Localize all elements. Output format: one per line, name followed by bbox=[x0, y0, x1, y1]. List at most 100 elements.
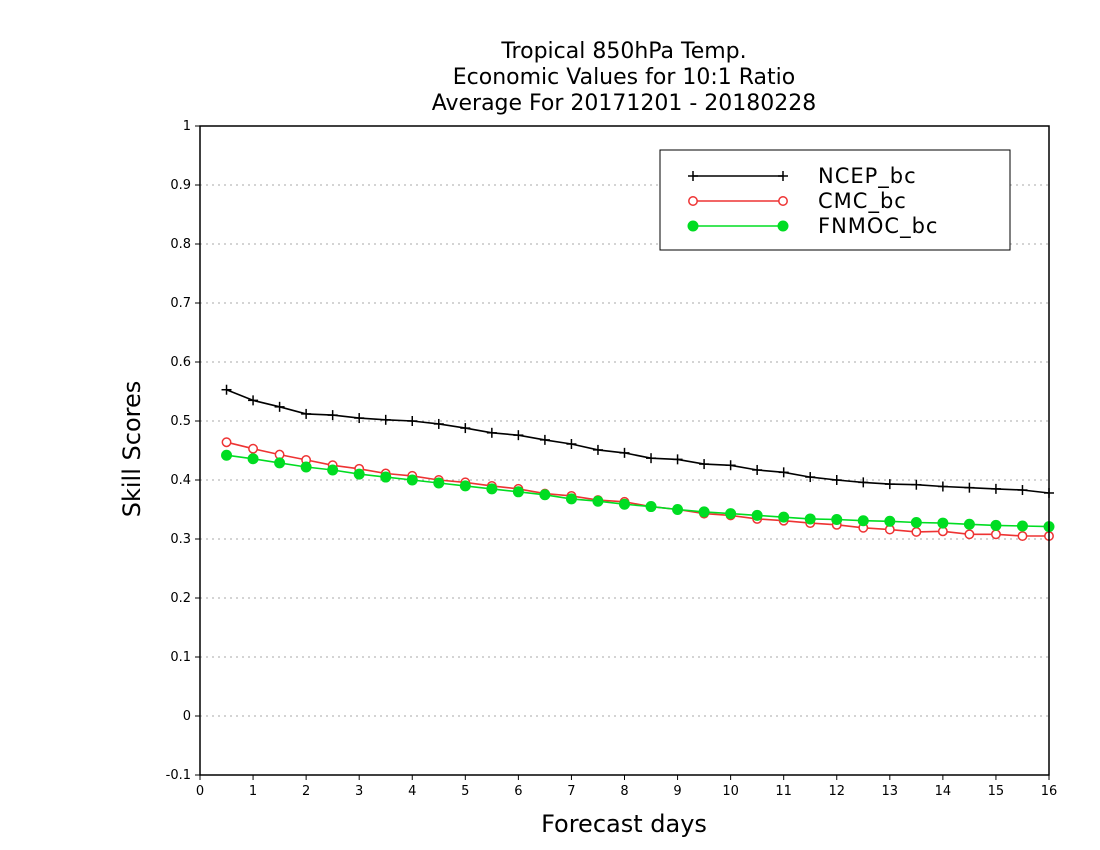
x-axis-ticks: 0 1 2 3 4 5 6 7 8 9 10 11 12 13 14 15 16 bbox=[196, 775, 1057, 799]
x-tick-label: 7 bbox=[567, 784, 575, 799]
series-ncep-bc bbox=[221, 384, 1054, 498]
data-point-ncep-bc bbox=[937, 481, 948, 492]
data-point-ncep-bc bbox=[248, 395, 259, 406]
data-point-fnmoc-bc bbox=[486, 483, 498, 495]
data-point-fnmoc-bc bbox=[380, 471, 392, 483]
data-point-fnmoc-bc bbox=[565, 493, 577, 505]
data-point-ncep-bc bbox=[990, 483, 1001, 494]
plot-frame bbox=[199, 125, 1050, 776]
legend-label: NCEP_bc bbox=[818, 164, 917, 189]
data-point-fnmoc-bc bbox=[274, 457, 286, 469]
x-tick-label: 10 bbox=[722, 784, 739, 799]
data-point-fnmoc-bc bbox=[963, 518, 975, 530]
legend-label: CMC_bc bbox=[818, 189, 907, 214]
data-point-ncep-bc bbox=[831, 475, 842, 485]
data-point-ncep-bc bbox=[301, 408, 312, 419]
title-line-3: Average For 20171201 - 20180228 bbox=[432, 91, 817, 116]
x-tick-label: 5 bbox=[461, 784, 469, 799]
x-tick-label: 3 bbox=[355, 784, 363, 799]
data-point-fnmoc-bc bbox=[619, 498, 630, 510]
data-point-cmc-bc bbox=[1017, 531, 1028, 541]
data-point-fnmoc-bc bbox=[698, 506, 710, 518]
data-point-fnmoc-bc bbox=[990, 519, 1002, 531]
data-point-ncep-bc bbox=[274, 401, 285, 412]
legend-item-fnmoc-bc: FNMOC_bc bbox=[687, 214, 938, 239]
legend-marker bbox=[688, 171, 698, 181]
data-point-ncep-bc bbox=[1017, 485, 1028, 496]
data-point-fnmoc-bc bbox=[433, 477, 445, 489]
y-tick-label: -0.1 bbox=[166, 768, 191, 783]
data-point-ncep-bc bbox=[778, 467, 789, 478]
data-point-fnmoc-bc bbox=[884, 515, 896, 527]
x-tick-label: 9 bbox=[673, 784, 681, 799]
legend-marker bbox=[778, 171, 788, 181]
data-point-ncep-bc bbox=[884, 479, 895, 490]
data-point-ncep-bc bbox=[619, 447, 630, 458]
data-point-ncep-bc bbox=[805, 472, 816, 483]
data-point-fnmoc-bc bbox=[512, 486, 524, 498]
y-axis-ticks: -0.1 0 0.1 0.2 0.3 0.4 0.5 0.6 0.7 0.8 0.9 1 bbox=[166, 119, 200, 783]
data-point-fnmoc-bc bbox=[406, 474, 418, 486]
data-point-fnmoc-bc bbox=[804, 513, 816, 525]
data-point-fnmoc-bc bbox=[592, 495, 604, 507]
data-point-cmc-bc bbox=[911, 526, 922, 537]
x-tick-label: 0 bbox=[196, 784, 204, 799]
data-point-ncep-bc bbox=[752, 464, 763, 475]
legend-label: FNMOC_bc bbox=[818, 214, 938, 239]
legend-item-cmc-bc: CMC_bc bbox=[688, 189, 907, 214]
y-tick-label: 0.5 bbox=[170, 414, 191, 429]
data-point-ncep-bc bbox=[513, 430, 524, 441]
y-tick-label: 0.8 bbox=[170, 237, 191, 252]
y-tick-label: 0.4 bbox=[170, 473, 191, 488]
x-tick-label: 13 bbox=[882, 784, 899, 799]
x-tick-label: 12 bbox=[828, 784, 845, 799]
legend-marker bbox=[687, 220, 699, 232]
data-point-ncep-bc bbox=[672, 454, 683, 465]
chart-title: Tropical 850hPa Temp. Economic Values fo… bbox=[432, 39, 817, 116]
y-tick-label: 0.7 bbox=[170, 296, 191, 311]
data-point-fnmoc-bc bbox=[725, 508, 737, 520]
series-line-ncep-bc bbox=[226, 388, 1050, 494]
x-axis-label: Forecast days bbox=[541, 810, 707, 838]
data-point-ncep-bc bbox=[646, 453, 657, 464]
data-point-cmc-bc bbox=[248, 443, 259, 454]
data-point-ncep-bc bbox=[221, 384, 232, 395]
data-point-ncep-bc bbox=[486, 427, 497, 438]
y-tick-label: 1 bbox=[183, 119, 191, 134]
data-point-fnmoc-bc bbox=[831, 514, 843, 526]
x-tick-label: 8 bbox=[620, 784, 628, 799]
series-line-fnmoc-bc bbox=[226, 454, 1050, 528]
legend-marker bbox=[688, 196, 698, 206]
y-axis-label: Skill Scores bbox=[118, 381, 146, 518]
data-point-ncep-bc bbox=[911, 479, 922, 490]
data-point-ncep-bc bbox=[858, 477, 869, 488]
data-point-cmc-bc bbox=[964, 529, 975, 540]
y-tick-label: 0.2 bbox=[170, 591, 191, 606]
data-point-ncep-bc bbox=[566, 439, 577, 450]
series-fnmoc-bc bbox=[221, 449, 1055, 533]
data-point-ncep-bc bbox=[539, 434, 550, 445]
data-point-ncep-bc bbox=[964, 482, 975, 493]
y-tick-label: 0.9 bbox=[170, 178, 191, 193]
data-point-fnmoc-bc bbox=[778, 511, 790, 523]
data-point-ncep-bc bbox=[380, 414, 391, 425]
data-point-ncep-bc bbox=[433, 418, 444, 429]
x-tick-label: 16 bbox=[1041, 784, 1058, 799]
y-tick-label: 0.1 bbox=[170, 650, 191, 665]
data-point-cmc-bc bbox=[221, 437, 232, 448]
data-point-cmc-bc bbox=[990, 529, 1001, 540]
data-point-ncep-bc bbox=[699, 459, 710, 470]
data-point-ncep-bc bbox=[460, 423, 471, 434]
data-point-ncep-bc bbox=[592, 444, 603, 455]
data-point-fnmoc-bc bbox=[300, 461, 312, 473]
legend-box bbox=[659, 149, 1011, 251]
data-point-ncep-bc bbox=[354, 413, 365, 424]
data-point-fnmoc-bc bbox=[672, 504, 684, 515]
x-tick-label: 6 bbox=[514, 784, 522, 799]
y-tick-label: 0.3 bbox=[170, 532, 191, 547]
y-tick-label: 0.6 bbox=[170, 355, 191, 370]
x-tick-label: 14 bbox=[935, 784, 952, 799]
data-point-fnmoc-bc bbox=[645, 501, 657, 513]
